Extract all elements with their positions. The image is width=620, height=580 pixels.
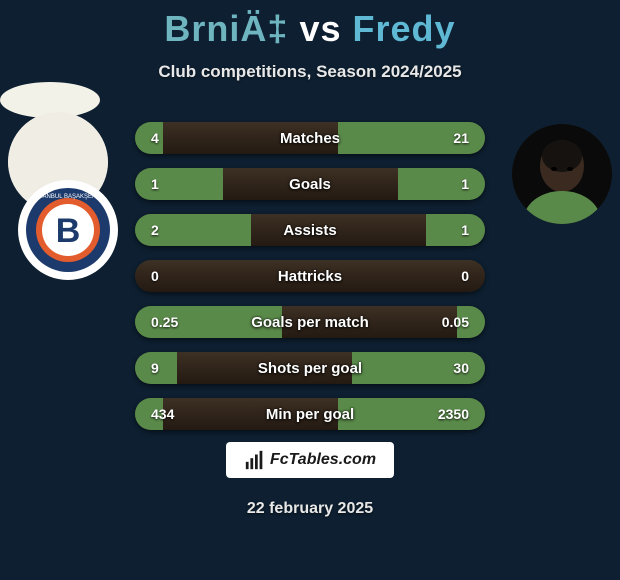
stat-label: Shots per goal (135, 360, 485, 377)
stat-row: 2Assists1 (135, 214, 485, 246)
subtitle: Club competitions, Season 2024/2025 (0, 62, 620, 82)
stat-label: Min per goal (135, 406, 485, 423)
stat-label: Goals per match (135, 314, 485, 331)
stat-row: 1Goals1 (135, 168, 485, 200)
stat-value-right: 0 (461, 268, 469, 284)
stat-row: 9Shots per goal30 (135, 352, 485, 384)
player2-avatar (512, 124, 612, 224)
stat-value-right: 1 (461, 176, 469, 192)
stat-row: 434Min per goal2350 (135, 398, 485, 430)
brand-text: FcTables.com (270, 451, 376, 469)
chart-icon (244, 449, 266, 471)
stat-label: Assists (135, 222, 485, 239)
svg-text:B: B (56, 212, 81, 250)
player2-name: Fredy (353, 8, 456, 49)
vs-text: vs (299, 8, 341, 49)
fctables-brand: FcTables.com (226, 442, 394, 478)
player1-club-badge: B ISTANBUL BAŞAKŞEHİR (18, 180, 118, 280)
stat-value-right: 2350 (438, 406, 469, 422)
stat-value-right: 1 (461, 222, 469, 238)
stats-container: 4Matches211Goals12Assists10Hattricks00.2… (135, 122, 485, 444)
stat-row: 0.25Goals per match0.05 (135, 306, 485, 338)
stat-label: Hattricks (135, 268, 485, 285)
comparison-date: 22 february 2025 (0, 500, 620, 518)
stat-row: 4Matches21 (135, 122, 485, 154)
comparison-title: BrniÄ‡ vs Fredy (0, 0, 620, 50)
stat-value-right: 21 (453, 130, 469, 146)
stat-label: Matches (135, 130, 485, 147)
stat-value-right: 0.05 (442, 314, 469, 330)
stat-value-right: 30 (453, 360, 469, 376)
svg-text:ISTANBUL BAŞAKŞEHİR: ISTANBUL BAŞAKŞEHİR (34, 193, 103, 200)
stat-label: Goals (135, 176, 485, 193)
stat-row: 0Hattricks0 (135, 260, 485, 292)
player1-name: BrniÄ‡ (164, 8, 288, 49)
